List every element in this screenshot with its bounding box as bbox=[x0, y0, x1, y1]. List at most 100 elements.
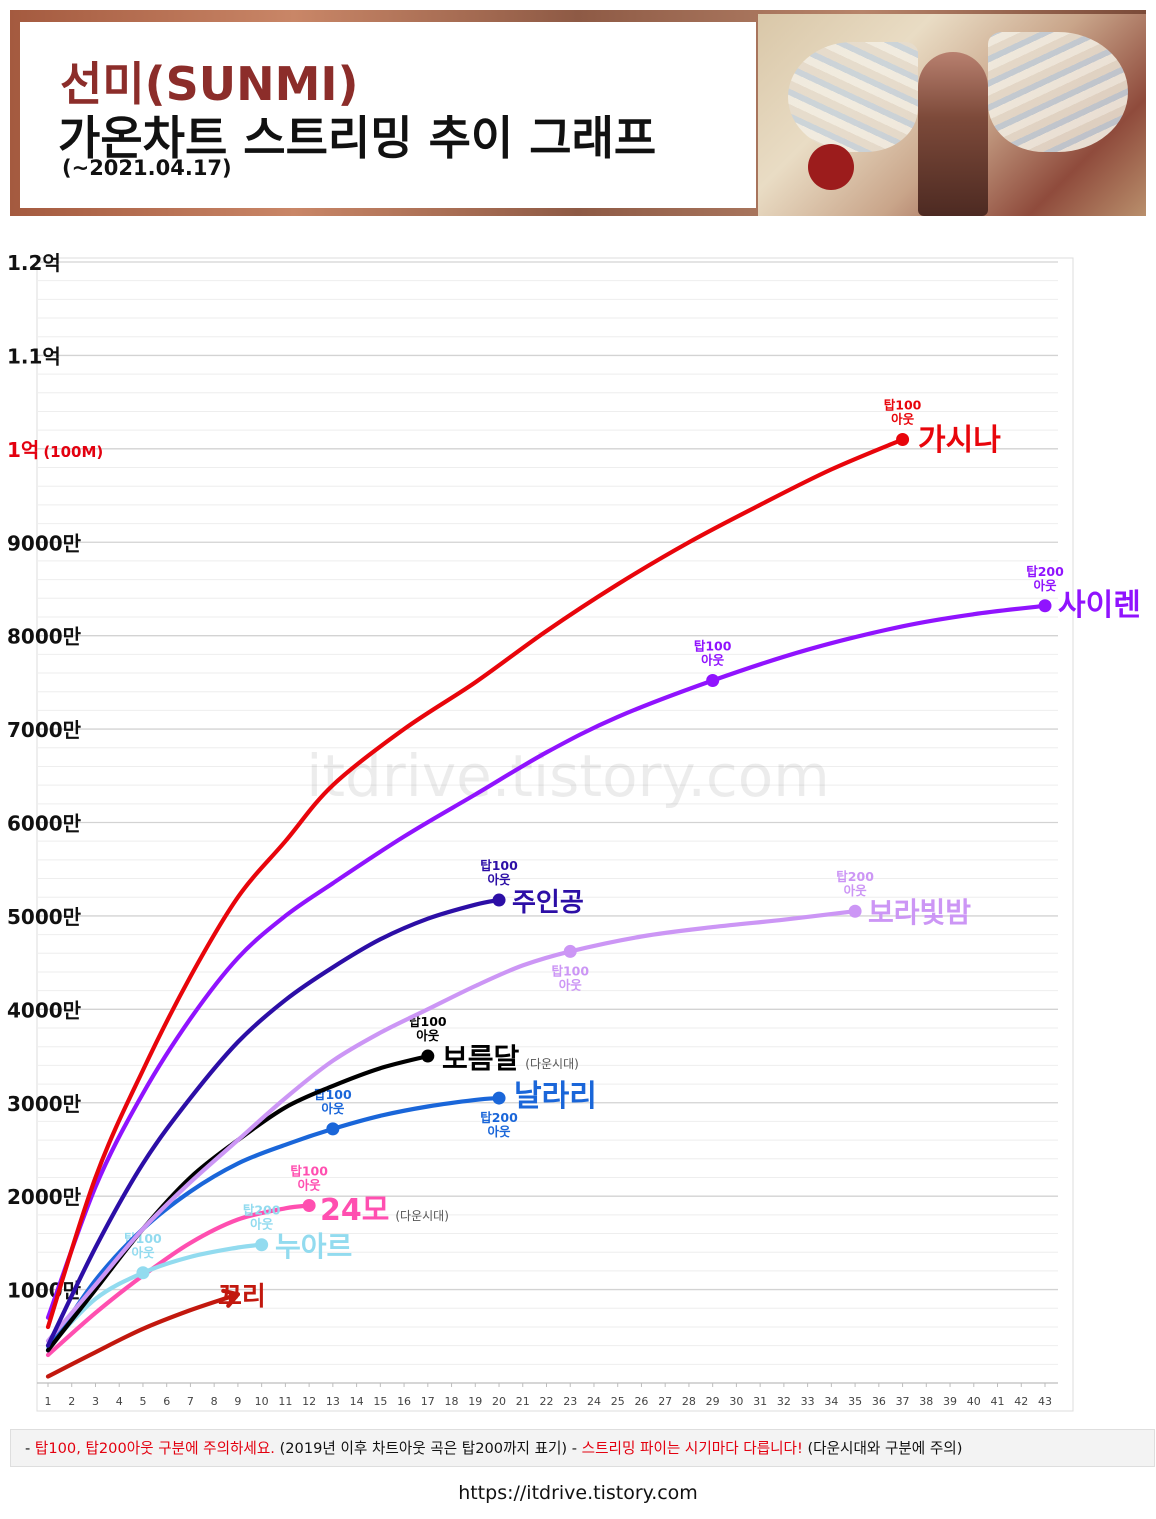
chart-out-badge: 아웃 bbox=[250, 1217, 274, 1232]
chart-out-badge: 탑100 bbox=[884, 397, 922, 412]
y-tick-label: 2000만 bbox=[7, 1185, 82, 1209]
series-line-3 bbox=[45, 897, 502, 1348]
series-end-point bbox=[848, 904, 862, 918]
series-label: 보라빛밤 bbox=[868, 896, 971, 929]
chart-out-badge: 아웃 bbox=[488, 1124, 512, 1139]
series-line-9 bbox=[45, 1292, 240, 1379]
y-tick-label: 8000만 bbox=[7, 625, 82, 649]
x-tick-label: 8 bbox=[211, 1395, 218, 1408]
x-tick-label: 40 bbox=[967, 1395, 981, 1408]
chart-out-badge: 탑100 bbox=[694, 639, 732, 654]
x-tick-label: 34 bbox=[824, 1395, 838, 1408]
series-end-point bbox=[492, 893, 506, 907]
x-tick-label: 14 bbox=[350, 1395, 364, 1408]
x-tick-label: 5 bbox=[139, 1395, 146, 1408]
x-tick-label: 41 bbox=[991, 1395, 1005, 1408]
chart-out-badge: 탑100 bbox=[480, 858, 518, 873]
y-tick-label: 4000만 bbox=[7, 998, 82, 1022]
wing-left bbox=[788, 42, 918, 152]
x-tick-label: 42 bbox=[1014, 1395, 1028, 1408]
chart-out-badge: 탑200 bbox=[480, 1110, 518, 1125]
chart-out-badge: 아웃 bbox=[559, 977, 583, 992]
chart-out-point bbox=[706, 674, 720, 688]
series-label: 날라리 bbox=[514, 1079, 597, 1114]
x-tick-label: 38 bbox=[919, 1395, 933, 1408]
chart-out-badge: 아웃 bbox=[298, 1178, 322, 1193]
x-tick-label: 32 bbox=[777, 1395, 791, 1408]
x-tick-label: 4 bbox=[116, 1395, 123, 1408]
series-line-7 bbox=[45, 1203, 312, 1358]
x-tick-label: 17 bbox=[421, 1395, 435, 1408]
x-tick-label: 6 bbox=[163, 1395, 170, 1408]
x-tick-label: 18 bbox=[445, 1395, 459, 1408]
chart-out-point bbox=[326, 1122, 340, 1136]
chart-out-badge: 아웃 bbox=[416, 1028, 440, 1043]
x-tick-label: 25 bbox=[611, 1395, 625, 1408]
y-tick-label: 7000만 bbox=[7, 718, 82, 742]
series-label-suffix: (다운시대) bbox=[395, 1209, 449, 1223]
series-end-point bbox=[1038, 599, 1052, 613]
series-end-point bbox=[421, 1049, 435, 1063]
chart-out-badge: 아웃 bbox=[1033, 578, 1057, 593]
x-tick-label: 23 bbox=[563, 1395, 577, 1408]
artist-photo bbox=[758, 14, 1146, 216]
x-tick-label: 7 bbox=[187, 1395, 194, 1408]
x-tick-label: 1 bbox=[45, 1395, 52, 1408]
chart-out-badge: 아웃 bbox=[321, 1101, 345, 1116]
chart-out-badge: 아웃 bbox=[844, 883, 868, 898]
y-tick-label: 6000만 bbox=[7, 812, 82, 836]
x-tick-label: 21 bbox=[516, 1395, 530, 1408]
footnote-dash: - bbox=[25, 1440, 35, 1457]
y-tick-label: 1.2억 bbox=[7, 251, 61, 275]
x-tick-label: 29 bbox=[706, 1395, 720, 1408]
x-tick-label: 22 bbox=[540, 1395, 554, 1408]
x-tick-label: 33 bbox=[801, 1395, 815, 1408]
chart-out-badge: 탑200 bbox=[1026, 564, 1064, 579]
series-label: 24모 (다운시대) bbox=[320, 1193, 449, 1228]
series-end-point bbox=[492, 1091, 506, 1105]
footnote-note-2: (다운시대와 구분에 주의) bbox=[802, 1440, 963, 1457]
chart-out-point bbox=[136, 1266, 150, 1280]
series-label: 가시나 bbox=[918, 423, 1001, 458]
x-tick-label: 16 bbox=[397, 1395, 411, 1408]
title-main: 가온차트 스트리밍 추이 그래프 bbox=[58, 111, 657, 165]
x-tick-label: 43 bbox=[1038, 1395, 1052, 1408]
x-tick-label: 28 bbox=[682, 1395, 696, 1408]
plot-area bbox=[36, 257, 1074, 1412]
x-tick-label: 15 bbox=[373, 1395, 387, 1408]
watermark: itdrive.tistory.com bbox=[306, 742, 830, 810]
x-tick-label: 2 bbox=[68, 1395, 75, 1408]
rose bbox=[808, 144, 854, 190]
x-tick-label: 31 bbox=[753, 1395, 767, 1408]
title-date: (~2021.04.17) bbox=[62, 156, 232, 180]
chart-out-badge: 아웃 bbox=[488, 872, 512, 887]
x-tick-label: 12 bbox=[302, 1395, 316, 1408]
footnote-warning-2: 스트리밍 파이는 시기마다 다릅니다! bbox=[581, 1440, 803, 1457]
x-tick-label: 13 bbox=[326, 1395, 340, 1408]
y-tick-extra: (100M) bbox=[43, 443, 103, 461]
title-box: 선미(SUNMI) 가온차트 스트리밍 추이 그래프 (~2021.04.17) bbox=[20, 22, 756, 208]
series-line-8 bbox=[45, 1242, 264, 1350]
chart-out-badge: 탑100 bbox=[551, 963, 589, 978]
x-tick-label: 10 bbox=[255, 1395, 269, 1408]
x-tick-label: 9 bbox=[234, 1395, 241, 1408]
x-tick-label: 26 bbox=[634, 1395, 648, 1408]
series-end-point bbox=[255, 1238, 269, 1252]
chart-out-badge: 탑100 bbox=[409, 1014, 447, 1029]
series-label: 사이렌 bbox=[1058, 588, 1141, 623]
source-url[interactable]: https://itdrive.tistory.com bbox=[458, 1482, 698, 1504]
series-label: 누아르 bbox=[275, 1230, 352, 1263]
chart-out-badge: 탑200 bbox=[836, 869, 874, 884]
footnote-note: (2019년 이후 차트아웃 곡은 탑200까지 표기) - bbox=[274, 1440, 582, 1457]
y-tick-label: 9000만 bbox=[7, 531, 82, 555]
x-tick-label: 19 bbox=[468, 1395, 482, 1408]
y-tick-label: 5000만 bbox=[7, 905, 82, 929]
x-tick-label: 3 bbox=[92, 1395, 99, 1408]
x-tick-label: 20 bbox=[492, 1395, 506, 1408]
x-tick-label: 30 bbox=[729, 1395, 743, 1408]
series-end-point bbox=[896, 432, 910, 446]
series-line-1 bbox=[45, 437, 905, 1330]
wing-right bbox=[988, 32, 1128, 152]
y-tick-label: 1.1억 bbox=[7, 344, 61, 368]
series-end-point bbox=[302, 1199, 316, 1213]
